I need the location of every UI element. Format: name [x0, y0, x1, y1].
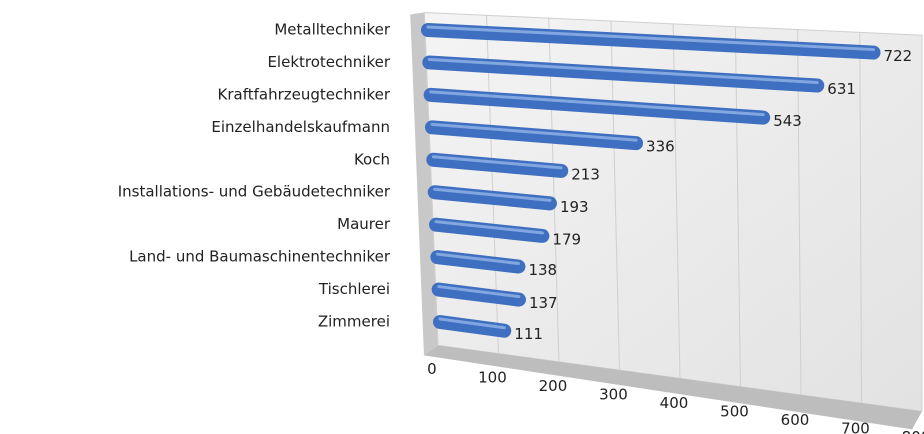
bar	[427, 185, 557, 211]
value-label: 631	[827, 80, 856, 98]
bar-highlight	[427, 57, 819, 84]
x-tick-label: 300	[599, 385, 628, 403]
bar-highlight	[433, 187, 552, 202]
x-tick-label: 0	[427, 360, 437, 378]
bar	[429, 217, 550, 243]
value-label: 193	[560, 198, 589, 216]
x-tick-label: 700	[841, 419, 870, 434]
category-label: Koch	[354, 150, 390, 168]
bar-highlight	[431, 155, 563, 170]
category-label: Kraftfahrzeugtechniker	[218, 85, 391, 103]
value-label: 722	[884, 47, 913, 65]
value-label: 138	[528, 261, 557, 279]
x-tick-label: 500	[720, 402, 749, 420]
bar	[422, 55, 825, 93]
value-label: 213	[571, 165, 600, 183]
bar-highlight	[434, 220, 544, 235]
x-tick-label: 200	[539, 377, 568, 395]
category-label: Land- und Baumaschinentechniker	[129, 248, 391, 266]
bar	[433, 315, 512, 338]
value-label: 137	[529, 294, 558, 312]
floor	[423, 345, 922, 430]
bar	[423, 87, 771, 125]
x-tick-label: 100	[478, 368, 507, 386]
value-label: 179	[552, 230, 581, 248]
x-tick-label: 800	[902, 428, 924, 434]
bar-highlight	[429, 90, 765, 117]
category-label: Einzelhandelskaufmann	[211, 118, 390, 136]
grid-line	[859, 32, 862, 404]
bar-highlight	[435, 252, 520, 266]
category-label: Metalltechniker	[274, 21, 390, 39]
value-label: 111	[514, 325, 543, 343]
bar-highlight	[430, 122, 638, 142]
bar	[426, 152, 569, 178]
value-label: 543	[773, 112, 802, 130]
category-label: Maurer	[337, 215, 391, 233]
x-tick-label: 400	[660, 394, 689, 412]
bar-highlight	[438, 317, 506, 330]
bar-highlight	[426, 25, 876, 52]
bar	[431, 282, 526, 307]
bar	[425, 120, 644, 151]
bar	[421, 23, 881, 60]
side-wall	[410, 12, 438, 356]
category-label: Tischlerei	[318, 280, 390, 298]
x-tick-label: 600	[781, 411, 810, 429]
category-label: Installations- und Gebäudetechniker	[118, 183, 391, 201]
bar	[430, 250, 526, 274]
category-label: Elektrotechniker	[267, 53, 390, 71]
value-label: 336	[646, 138, 675, 156]
category-label: Zimmerei	[318, 313, 390, 331]
bar-highlight	[437, 285, 521, 299]
